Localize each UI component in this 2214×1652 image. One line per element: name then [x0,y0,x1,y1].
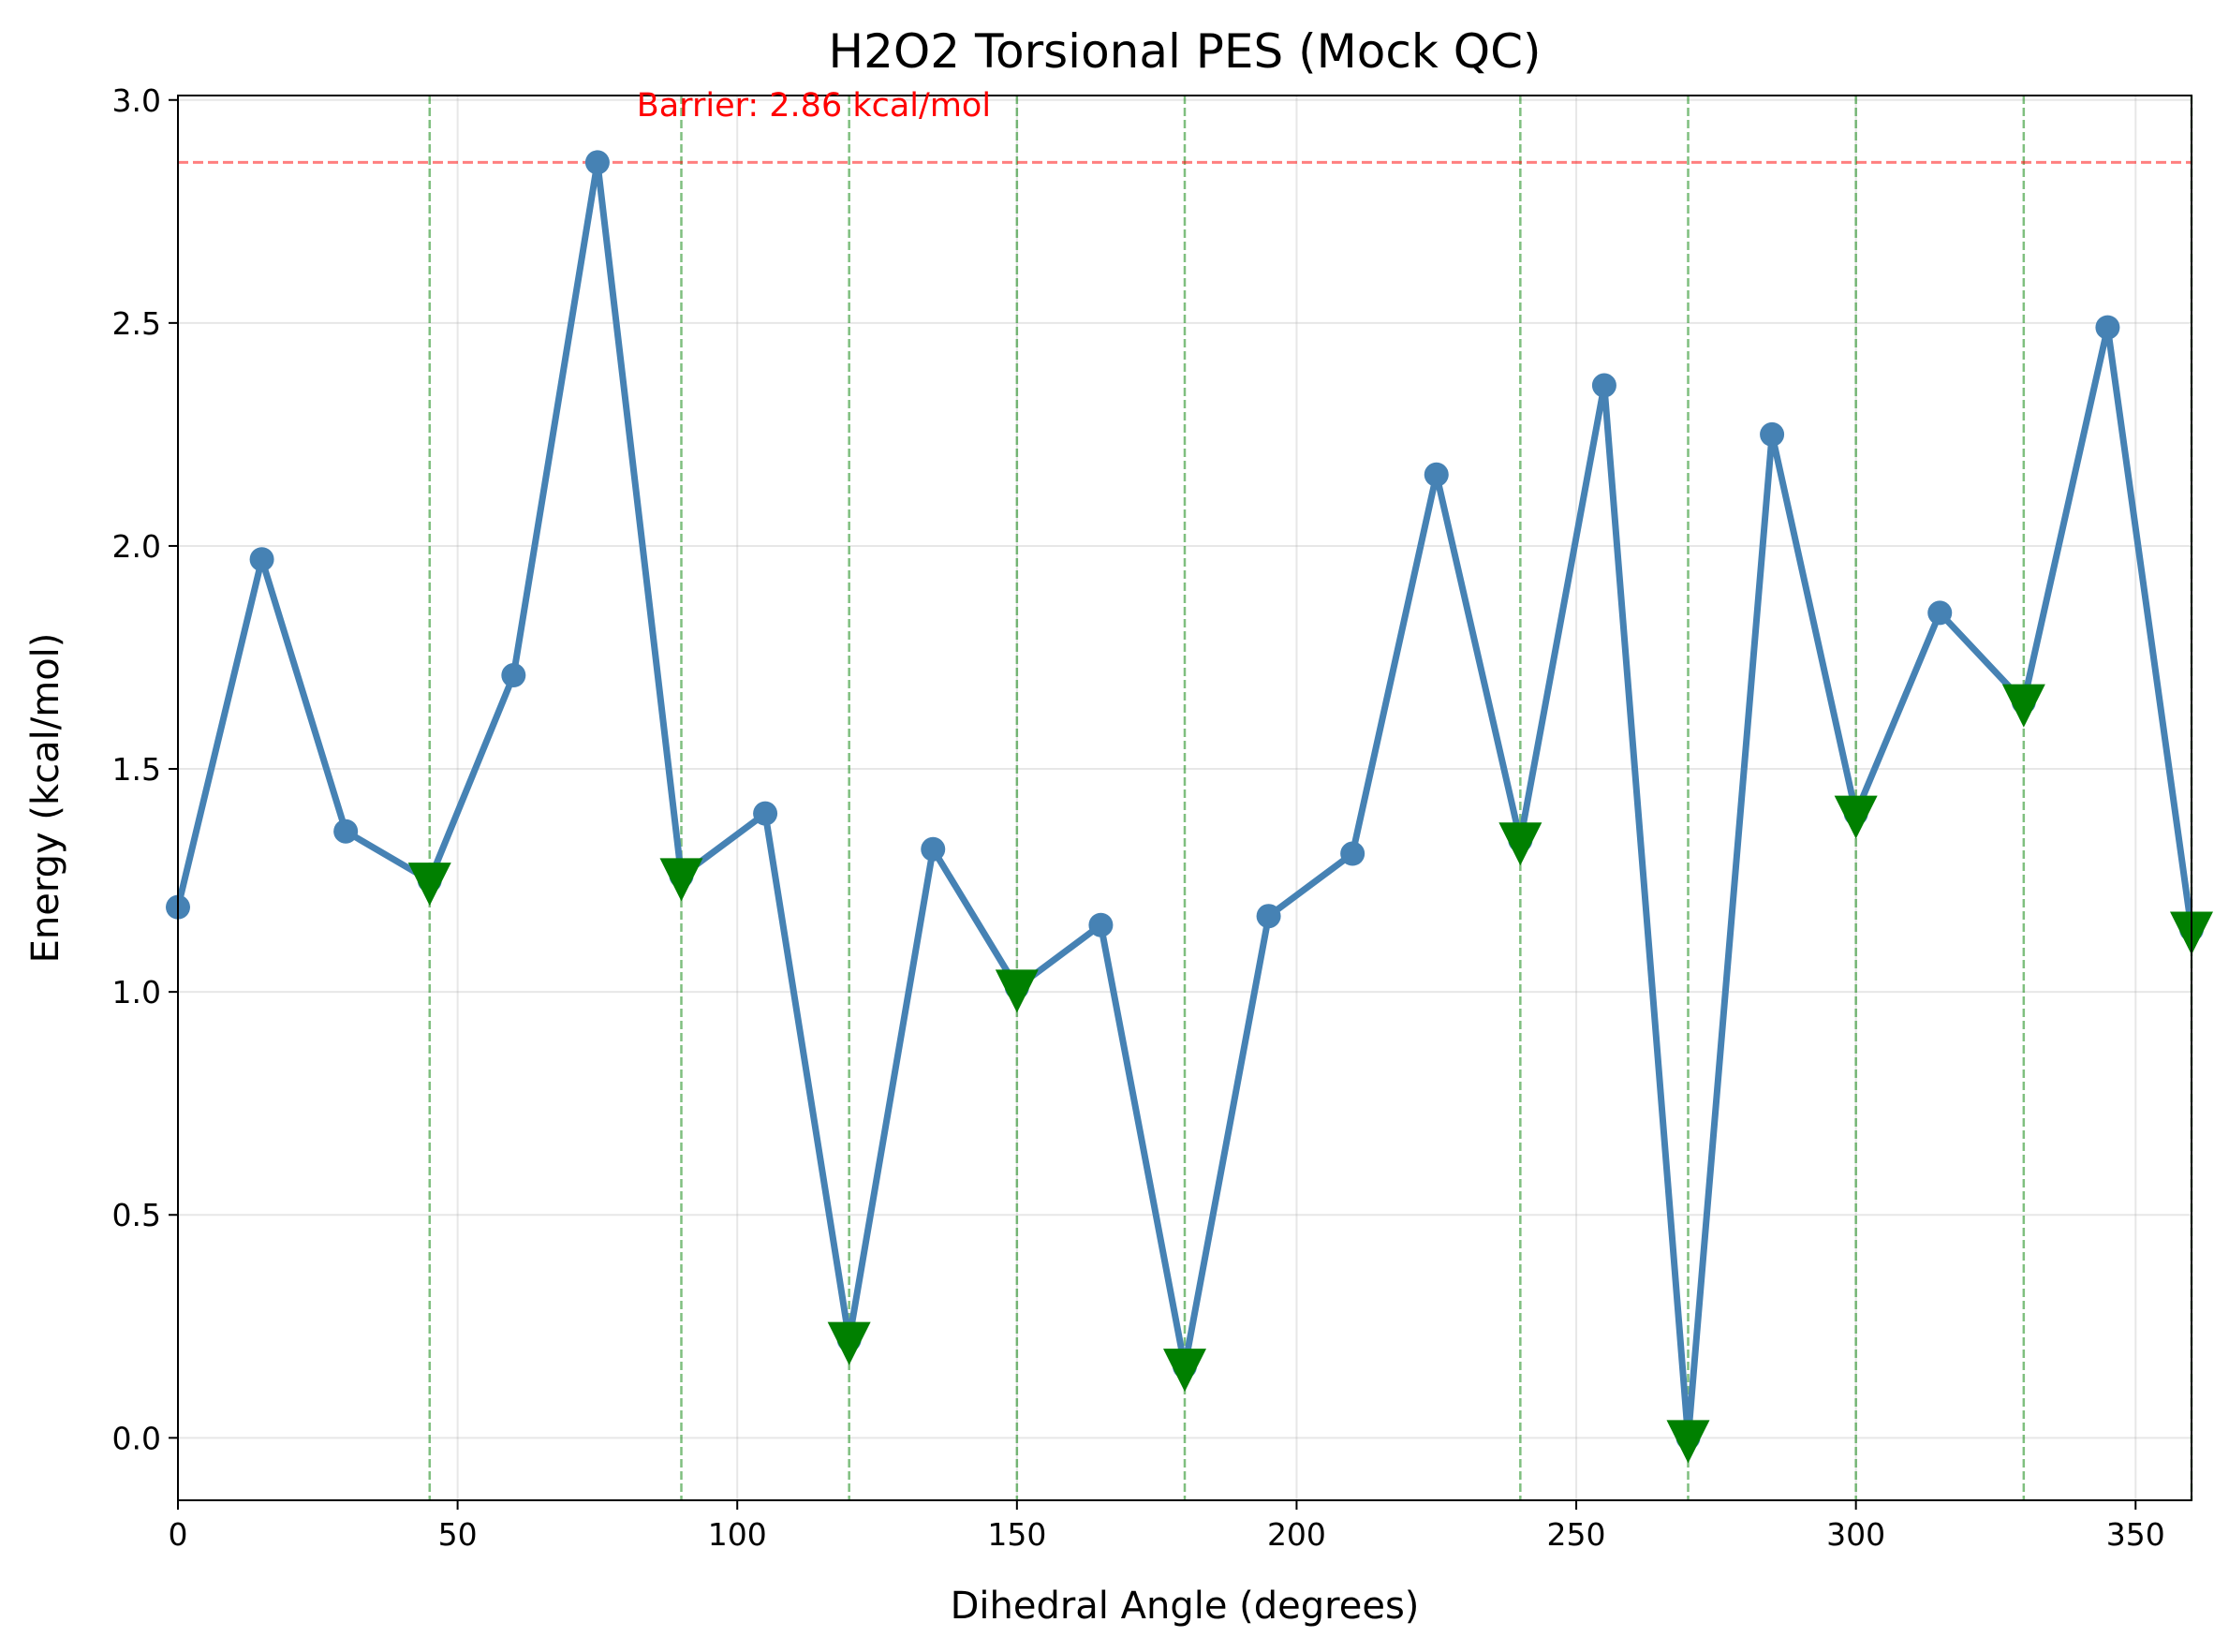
y-tick-label: 1.5 [112,751,161,788]
chart-title: H2O2 Torsional PES (Mock QC) [828,24,1541,79]
data-point [1927,600,1953,626]
data-point [333,819,359,844]
data-point [584,150,610,175]
y-tick-label: 2.0 [112,528,161,565]
x-axis-label: Dihedral Angle (degrees) [951,1585,1420,1628]
data-point [753,801,778,826]
y-ticks: 0.0 0.5 1.0 1.5 2.0 2.5 3.0 [112,82,178,1456]
data-point [501,663,526,688]
minimum-marker [659,858,703,902]
y-tick-label: 3.0 [112,82,161,119]
x-tick-label: 250 [1547,1516,1606,1553]
minimum-marker [2001,684,2045,728]
x-ticks: 0 50 100 150 200 250 300 350 [169,1500,2165,1553]
minimum-marker [407,863,451,907]
x-tick-label: 200 [1267,1516,1326,1553]
y-axis-label: Energy (kcal/mol) [24,633,67,964]
data-point [1256,904,1281,929]
data-point [249,547,274,572]
y-tick-label: 2.5 [112,305,161,342]
barrier-label: Barrier: 2.86 kcal/mol [637,87,991,125]
x-tick-label: 350 [2106,1516,2165,1553]
data-point [1591,373,1616,398]
data-point [1340,841,1365,866]
minimum-marker [827,1321,871,1365]
minimum-marker [995,969,1039,1013]
y-tick-label: 0.0 [112,1420,161,1456]
data-point [1088,912,1114,937]
y-tick-label: 0.5 [112,1197,161,1233]
minima-markers [407,684,2213,1464]
plot-frame [177,95,2192,1501]
data-point [2095,315,2120,340]
data-point [1424,462,1449,487]
x-tick-label: 100 [708,1516,767,1553]
data-point [1760,421,1785,447]
minimum-marker [1834,795,1878,839]
minimum-marker [1163,1349,1206,1393]
minimum-marker [1666,1420,1710,1464]
data-point [921,836,946,862]
y-tick-label: 1.0 [112,974,161,1010]
x-tick-label: 300 [1826,1516,1885,1553]
minimum-marker [1498,822,1542,866]
x-tick-label: 0 [169,1516,188,1553]
x-tick-label: 150 [987,1516,1046,1553]
x-tick-label: 50 [438,1516,478,1553]
